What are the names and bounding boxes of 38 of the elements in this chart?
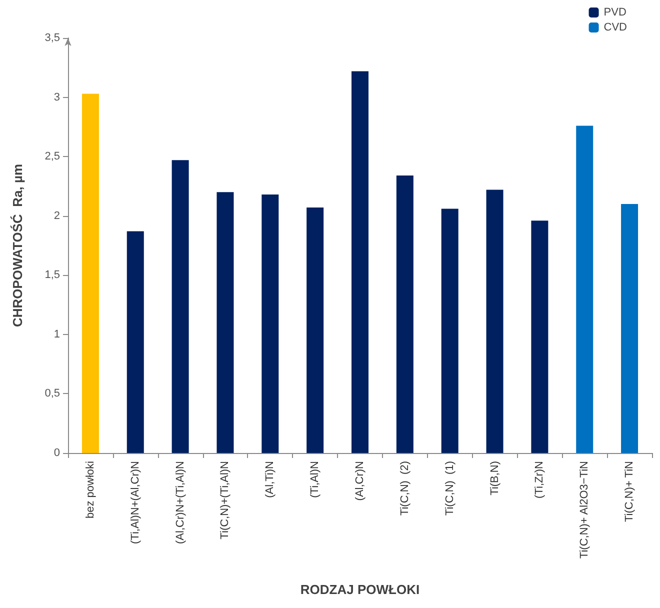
bar — [172, 160, 189, 453]
x-tick-label: (Ti,Al)N — [309, 460, 322, 498]
y-tick-label: 2 — [54, 210, 60, 222]
y-tick-label: 2,5 — [44, 150, 60, 163]
x-tick-label: Ti(C,N) (1) — [444, 461, 456, 516]
bar — [441, 208, 458, 453]
bar — [216, 192, 234, 453]
legend-label: CVD — [604, 22, 628, 34]
x-tick-label: (Ti,Al)N+(Al,Cr)N — [129, 460, 142, 544]
bar — [396, 176, 414, 453]
y-tick-label: 0 — [54, 447, 60, 459]
x-tick-label: Ti(C,N)+ TiN — [624, 460, 636, 522]
bar — [531, 220, 548, 453]
x-tick-label: bez powłoki — [84, 461, 96, 518]
y-tick-label: 1,5 — [44, 269, 60, 282]
y-tick-label: 1 — [54, 328, 60, 340]
bar — [82, 94, 99, 453]
x-tick-label: (Al,Ti)N — [264, 460, 276, 498]
bar — [262, 194, 279, 453]
x-tick-label: Ti(C,N)+ Al2O3−TiN — [578, 460, 591, 559]
bar — [306, 208, 324, 453]
bar — [621, 204, 638, 453]
bar — [352, 71, 368, 453]
x-tick-label: (Al,Cr)N+(Ti,Al)N — [174, 460, 186, 544]
y-axis-title: CHROPOWATOŚĆ Ra, µm — [10, 164, 25, 328]
y-tick-label: 3 — [54, 91, 60, 104]
x-axis-title: RODZAJ POWŁOKI — [300, 582, 420, 597]
x-tick-label: Ti(B,N) — [488, 461, 501, 496]
y-tick-label: 0,5 — [44, 388, 60, 400]
y-tick-label: 3,5 — [44, 32, 60, 44]
x-tick-label: (Al,Cr)N — [354, 460, 366, 501]
bar — [486, 190, 504, 453]
x-tick-label: Ti(C,N) (2) — [398, 461, 411, 516]
legend-label: PVD — [604, 6, 626, 18]
x-tick-label: Ti(C,N)+(Ti,Al)N — [219, 460, 232, 540]
bar — [126, 231, 144, 453]
bar — [576, 126, 594, 453]
x-tick-label: (Ti,Zr)N — [534, 460, 546, 498]
